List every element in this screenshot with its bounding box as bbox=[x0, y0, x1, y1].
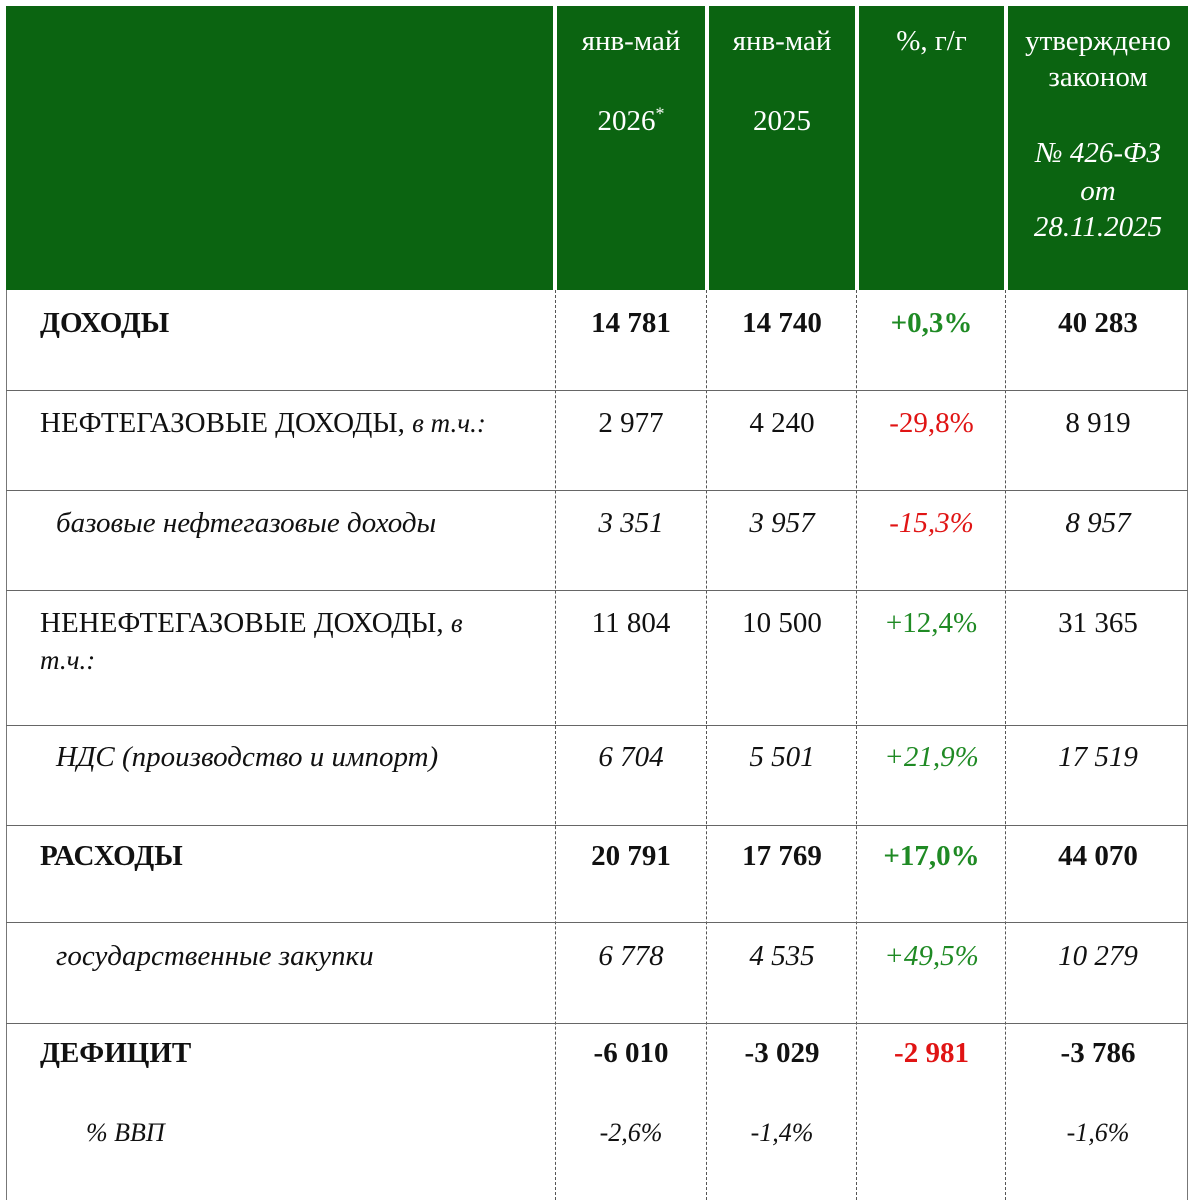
header-col-law-date: 28.11.2025 bbox=[1033, 211, 1163, 243]
row-divider bbox=[6, 590, 1188, 591]
value-2026: 20 791 bbox=[591, 840, 671, 872]
value-yoy: -2 981 bbox=[894, 1037, 969, 1069]
row-divider bbox=[6, 825, 1188, 826]
value-2026: 11 804 bbox=[591, 607, 671, 639]
row-divider bbox=[6, 922, 1188, 923]
value-law: -3 786 bbox=[1060, 1037, 1136, 1069]
value-law: 8 957 bbox=[1065, 507, 1131, 539]
value-yoy: +12,4% bbox=[885, 607, 978, 639]
value-yoy: +49,5% bbox=[884, 940, 979, 972]
header-label-cell bbox=[6, 6, 553, 290]
value-2026: 6 704 bbox=[598, 741, 664, 773]
header-col-2025-line1: янв-май bbox=[732, 25, 832, 57]
value-2026: 14 781 bbox=[591, 307, 671, 339]
value-2026: 3 351 bbox=[598, 507, 664, 539]
row-label: НДС (производство и импорт) bbox=[56, 741, 439, 773]
row-label: базовые нефтегазовые доходы bbox=[56, 507, 437, 539]
row-label: государственные закупки bbox=[56, 940, 374, 972]
value-2025: 5 501 bbox=[749, 741, 815, 773]
row-divider bbox=[6, 390, 1188, 391]
value-2025: 3 957 bbox=[749, 507, 815, 539]
header-col-law-line2: законом bbox=[1048, 61, 1148, 93]
header-col-law: утверждено законом № 426-ФЗ от 28.11.202… bbox=[1008, 6, 1188, 290]
row-label: % ВВП bbox=[86, 1118, 165, 1147]
header-col-2026-year: 2026 bbox=[597, 105, 656, 137]
value-yoy: +17,0% bbox=[883, 840, 980, 872]
value-yoy: -15,3% bbox=[889, 507, 974, 539]
row-divider bbox=[6, 490, 1188, 491]
value-yoy: +0,3% bbox=[890, 307, 973, 339]
table-border-right bbox=[1187, 290, 1188, 1200]
value-2025: 4 535 bbox=[749, 940, 815, 972]
row-label-note: в т.ч.: bbox=[412, 408, 486, 438]
header-col-yoy-label: %, г/г bbox=[896, 25, 967, 57]
value-law: 17 519 bbox=[1058, 741, 1138, 773]
row-label: РАСХОДЫ bbox=[40, 840, 183, 872]
value-law: 10 279 bbox=[1058, 940, 1138, 972]
row-label-text: НЕНЕФТЕГАЗОВЫЕ ДОХОДЫ, bbox=[40, 607, 444, 639]
value-2025: 17 769 bbox=[742, 840, 822, 872]
header-col-yoy: %, г/г bbox=[859, 6, 1004, 290]
header-col-2026-line1: янв-май bbox=[581, 25, 681, 57]
value-2026: -2,6% bbox=[599, 1118, 663, 1147]
column-divider bbox=[555, 290, 556, 1200]
row-divider bbox=[6, 725, 1188, 726]
column-divider bbox=[856, 290, 857, 1200]
header-col-2025-line2: 2025 bbox=[753, 105, 811, 137]
value-2025: -3 029 bbox=[744, 1037, 820, 1069]
row-label: НЕФТЕГАЗОВЫЕ ДОХОДЫ, в т.ч.: bbox=[40, 405, 486, 441]
header-col-2026-line2: 2026* bbox=[557, 102, 705, 140]
value-2025: 4 240 bbox=[749, 407, 815, 439]
column-divider bbox=[1005, 290, 1006, 1200]
row-label-text: НЕФТЕГАЗОВЫЕ ДОХОДЫ, bbox=[40, 407, 405, 439]
header-col-law-number: № 426-ФЗ bbox=[1035, 137, 1161, 169]
column-divider bbox=[706, 290, 707, 1200]
value-2026: -6 010 bbox=[593, 1037, 669, 1069]
value-2025: -1,4% bbox=[750, 1118, 814, 1147]
footnote-mark: * bbox=[655, 103, 665, 124]
value-yoy: +21,9% bbox=[884, 741, 979, 773]
row-label-note-continued: т.ч.: bbox=[40, 645, 96, 675]
row-divider bbox=[6, 1023, 1188, 1024]
header-col-law-from: от bbox=[1080, 175, 1116, 207]
header-col-2026: янв-май 2026* bbox=[557, 6, 705, 290]
value-law: 8 919 bbox=[1065, 407, 1131, 439]
table-border-left bbox=[6, 290, 7, 1200]
value-law: -1,6% bbox=[1066, 1118, 1130, 1147]
value-2025: 10 500 bbox=[742, 607, 822, 639]
value-law: 40 283 bbox=[1058, 307, 1138, 339]
value-2025: 14 740 bbox=[742, 307, 822, 339]
value-yoy: -29,8% bbox=[889, 407, 974, 439]
value-law: 44 070 bbox=[1058, 840, 1138, 872]
value-law: 31 365 bbox=[1058, 607, 1138, 639]
row-label: ДЕФИЦИТ bbox=[40, 1037, 192, 1069]
row-label: НЕНЕФТЕГАЗОВЫЕ ДОХОДЫ, в bbox=[40, 605, 463, 641]
header-col-2025: янв-май 2025 bbox=[709, 6, 855, 290]
row-label-note: в bbox=[450, 608, 463, 638]
value-2026: 6 778 bbox=[598, 940, 664, 972]
row-label: ДОХОДЫ bbox=[40, 307, 170, 339]
value-2026: 2 977 bbox=[598, 407, 664, 439]
header-col-law-line1: утверждено bbox=[1025, 25, 1171, 57]
